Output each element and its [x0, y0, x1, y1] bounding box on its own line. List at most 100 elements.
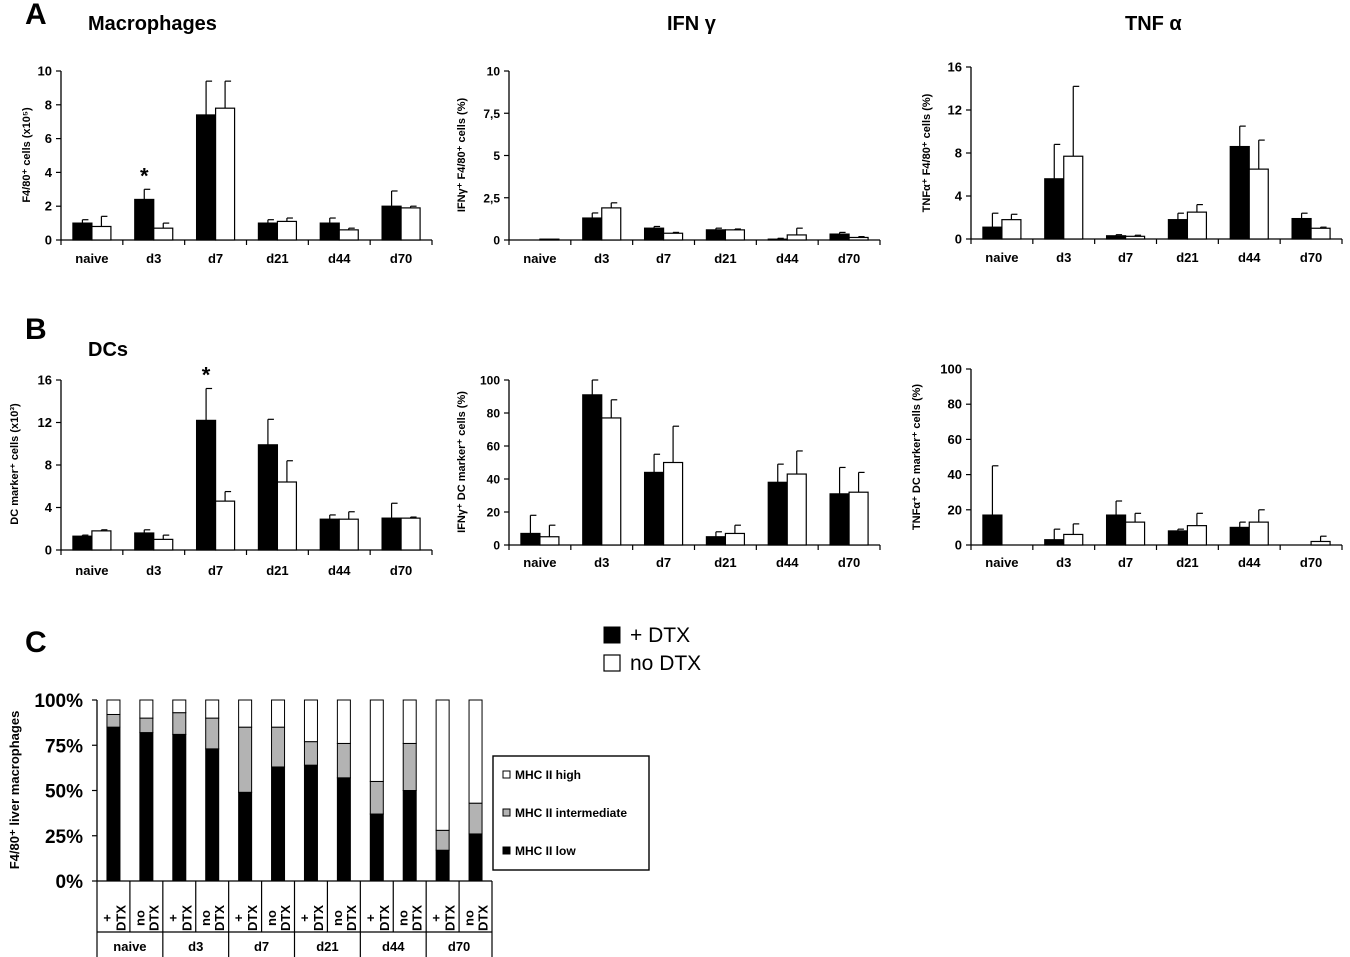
- bar-dtx: [705, 536, 727, 546]
- panel-label-b: B: [25, 313, 47, 346]
- y-tick-label: 60: [948, 432, 962, 447]
- segment-mhc-low: [139, 732, 154, 882]
- bar-dtx: [1044, 178, 1065, 240]
- y-tick-label: 40: [487, 473, 501, 487]
- bar-nodtx: [539, 536, 560, 546]
- bar-label-line2: DTX: [212, 905, 227, 931]
- segment-mhc-intermediate: [205, 717, 220, 750]
- bar-label-line1: no: [462, 910, 477, 926]
- bar-nodtx: [91, 530, 112, 551]
- segment-mhc-low: [402, 790, 417, 882]
- segment-mhc-high: [205, 699, 220, 719]
- category-label: d44: [328, 251, 351, 266]
- segment-mhc-high: [369, 699, 384, 782]
- segment-mhc-low: [468, 833, 483, 882]
- bar-label-line1: +: [297, 914, 312, 922]
- bar-dtx: [1167, 219, 1189, 240]
- title-macrophages: Macrophages: [88, 13, 217, 35]
- segment-mhc-low: [271, 766, 286, 882]
- mhc-legend-label: MHC II low: [515, 844, 576, 858]
- panel-label-a: A: [25, 0, 47, 31]
- segment-mhc-low: [172, 733, 187, 882]
- category-label: d44: [1238, 555, 1261, 570]
- bar-dtx: [134, 532, 155, 551]
- y-tick-label: 50%: [45, 782, 83, 803]
- segment-mhc-intermediate: [139, 717, 154, 734]
- bar-nodtx: [1124, 235, 1146, 240]
- legend-dtx-swatch: [603, 626, 621, 644]
- bar-nodtx: [214, 107, 236, 241]
- y-axis-label: TNFα⁺ DC marker⁺ cells (%): [911, 384, 923, 530]
- bar-dtx: [72, 535, 93, 551]
- bar-label-line2: DTX: [113, 905, 128, 931]
- bar-dtx: [1044, 539, 1065, 546]
- category-label: d3: [594, 555, 609, 570]
- y-tick-label: 8: [955, 146, 962, 161]
- y-tick-label: 5: [493, 149, 500, 163]
- bar-dtx: [643, 227, 665, 241]
- legend-nodtx-swatch: [603, 654, 621, 672]
- bar-label-line1: no: [132, 910, 147, 926]
- bar-nodtx: [786, 473, 807, 546]
- category-label: d3: [1056, 250, 1071, 265]
- chart-a-ifn-gamma: 0 2,5 5 7,5 10 IFNγ⁺ F4/80⁺ cells (%) naive d3 d…: [456, 65, 881, 266]
- bar-label-line2: DTX: [278, 905, 293, 931]
- bar-label-line2: DTX: [410, 905, 425, 931]
- group-label: d3: [188, 939, 203, 954]
- category-label: d44: [776, 555, 799, 570]
- title-dcs: DCs: [88, 339, 128, 361]
- y-tick-label: 80: [487, 407, 501, 421]
- bar-dtx: [520, 532, 541, 546]
- y-axis-label: TNFα⁺ F4/80⁺ cells (%): [921, 93, 933, 212]
- bar-nodtx: [1186, 211, 1208, 240]
- bar-dtx: [195, 419, 217, 551]
- category-label: d21: [1176, 250, 1198, 265]
- bar-dtx: [319, 518, 340, 551]
- bar-nodtx: [786, 234, 807, 241]
- mhc-legend-swatch: [502, 808, 511, 817]
- y-tick-label: 16: [38, 373, 52, 388]
- bar-dtx: [134, 198, 155, 241]
- bar-nodtx: [1310, 227, 1331, 240]
- category-label: d44: [776, 251, 799, 266]
- bar-dtx: [72, 222, 93, 241]
- segment-mhc-intermediate: [369, 780, 384, 815]
- bar-dtx: [982, 514, 1003, 546]
- bar-nodtx: [1063, 155, 1084, 240]
- category-label: d21: [266, 251, 288, 266]
- bar-dtx: [319, 222, 340, 241]
- bar-nodtx: [1063, 533, 1084, 546]
- bar-dtx: [1291, 217, 1312, 240]
- bar-nodtx: [539, 238, 560, 241]
- group-label: naive: [113, 939, 146, 954]
- bar-label-line2: DTX: [179, 905, 194, 931]
- bar-dtx: [829, 233, 850, 241]
- segment-mhc-intermediate: [303, 741, 318, 766]
- bar-dtx: [1105, 514, 1127, 546]
- bar-nodtx: [724, 229, 746, 241]
- category-label: d7: [208, 251, 223, 266]
- y-tick-label: 0: [955, 232, 962, 247]
- y-tick-label: 0: [955, 538, 962, 553]
- bar-nodtx: [276, 481, 298, 551]
- category-label: d70: [838, 555, 860, 570]
- category-label: d3: [146, 563, 161, 578]
- bar-nodtx: [601, 207, 622, 241]
- y-axis-label: F4/80⁺ cells (x10⁵): [21, 107, 33, 203]
- category-label: d7: [656, 555, 671, 570]
- mhc-legend-label: MHC II intermediate: [515, 806, 627, 820]
- category-label: d70: [1300, 555, 1322, 570]
- segment-mhc-low: [369, 813, 384, 882]
- segment-mhc-low: [303, 764, 318, 882]
- y-tick-label: 6: [45, 131, 52, 146]
- bar-nodtx: [1310, 540, 1331, 546]
- category-label: d70: [390, 563, 412, 578]
- y-axis-label: IFNγ⁺ F4/80⁺ cells (%): [456, 98, 468, 213]
- category-label: d7: [1118, 555, 1133, 570]
- category-label: d70: [838, 251, 860, 266]
- segment-mhc-low: [238, 791, 253, 882]
- y-tick-label: 8: [45, 97, 52, 112]
- bar-nodtx: [848, 236, 869, 241]
- y-axis-label: F4/80⁺ liver macrophages: [7, 711, 22, 870]
- bar-nodtx: [338, 229, 359, 241]
